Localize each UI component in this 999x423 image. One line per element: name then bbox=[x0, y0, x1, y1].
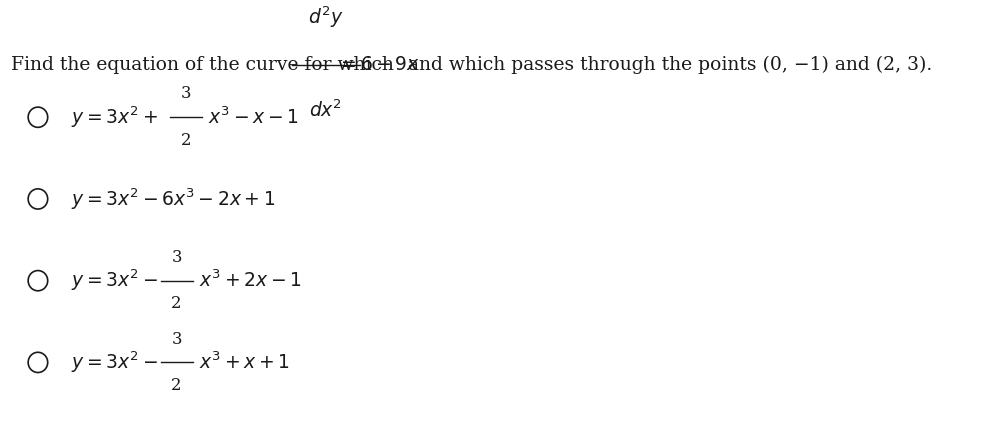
Text: 3: 3 bbox=[181, 85, 192, 102]
Text: 2: 2 bbox=[171, 377, 182, 394]
Text: $dx^2$: $dx^2$ bbox=[310, 100, 343, 121]
Text: $y=3x^2-6x^3-2x+1$: $y=3x^2-6x^3-2x+1$ bbox=[71, 186, 275, 212]
Text: $y=3x^2-$: $y=3x^2-$ bbox=[71, 350, 158, 375]
Text: $y=3x^2+$: $y=3x^2+$ bbox=[71, 104, 158, 130]
Text: $x^3+2x-1$: $x^3+2x-1$ bbox=[199, 270, 302, 291]
Text: $y=3x^2-$: $y=3x^2-$ bbox=[71, 268, 158, 294]
Text: 3: 3 bbox=[171, 249, 182, 266]
Text: 3: 3 bbox=[171, 331, 182, 348]
Text: 2: 2 bbox=[171, 296, 182, 313]
Text: Find the equation of the curve for which: Find the equation of the curve for which bbox=[11, 56, 395, 74]
Text: $x^3-x-1$: $x^3-x-1$ bbox=[209, 107, 299, 128]
Text: $x^3+x+1$: $x^3+x+1$ bbox=[199, 352, 290, 373]
Text: 2: 2 bbox=[181, 132, 192, 149]
Text: and which passes through the points (0, −1) and (2, 3).: and which passes through the points (0, … bbox=[409, 55, 933, 74]
Text: $=6-9x$: $=6-9x$ bbox=[338, 56, 421, 74]
Text: $d^2y$: $d^2y$ bbox=[308, 4, 344, 30]
